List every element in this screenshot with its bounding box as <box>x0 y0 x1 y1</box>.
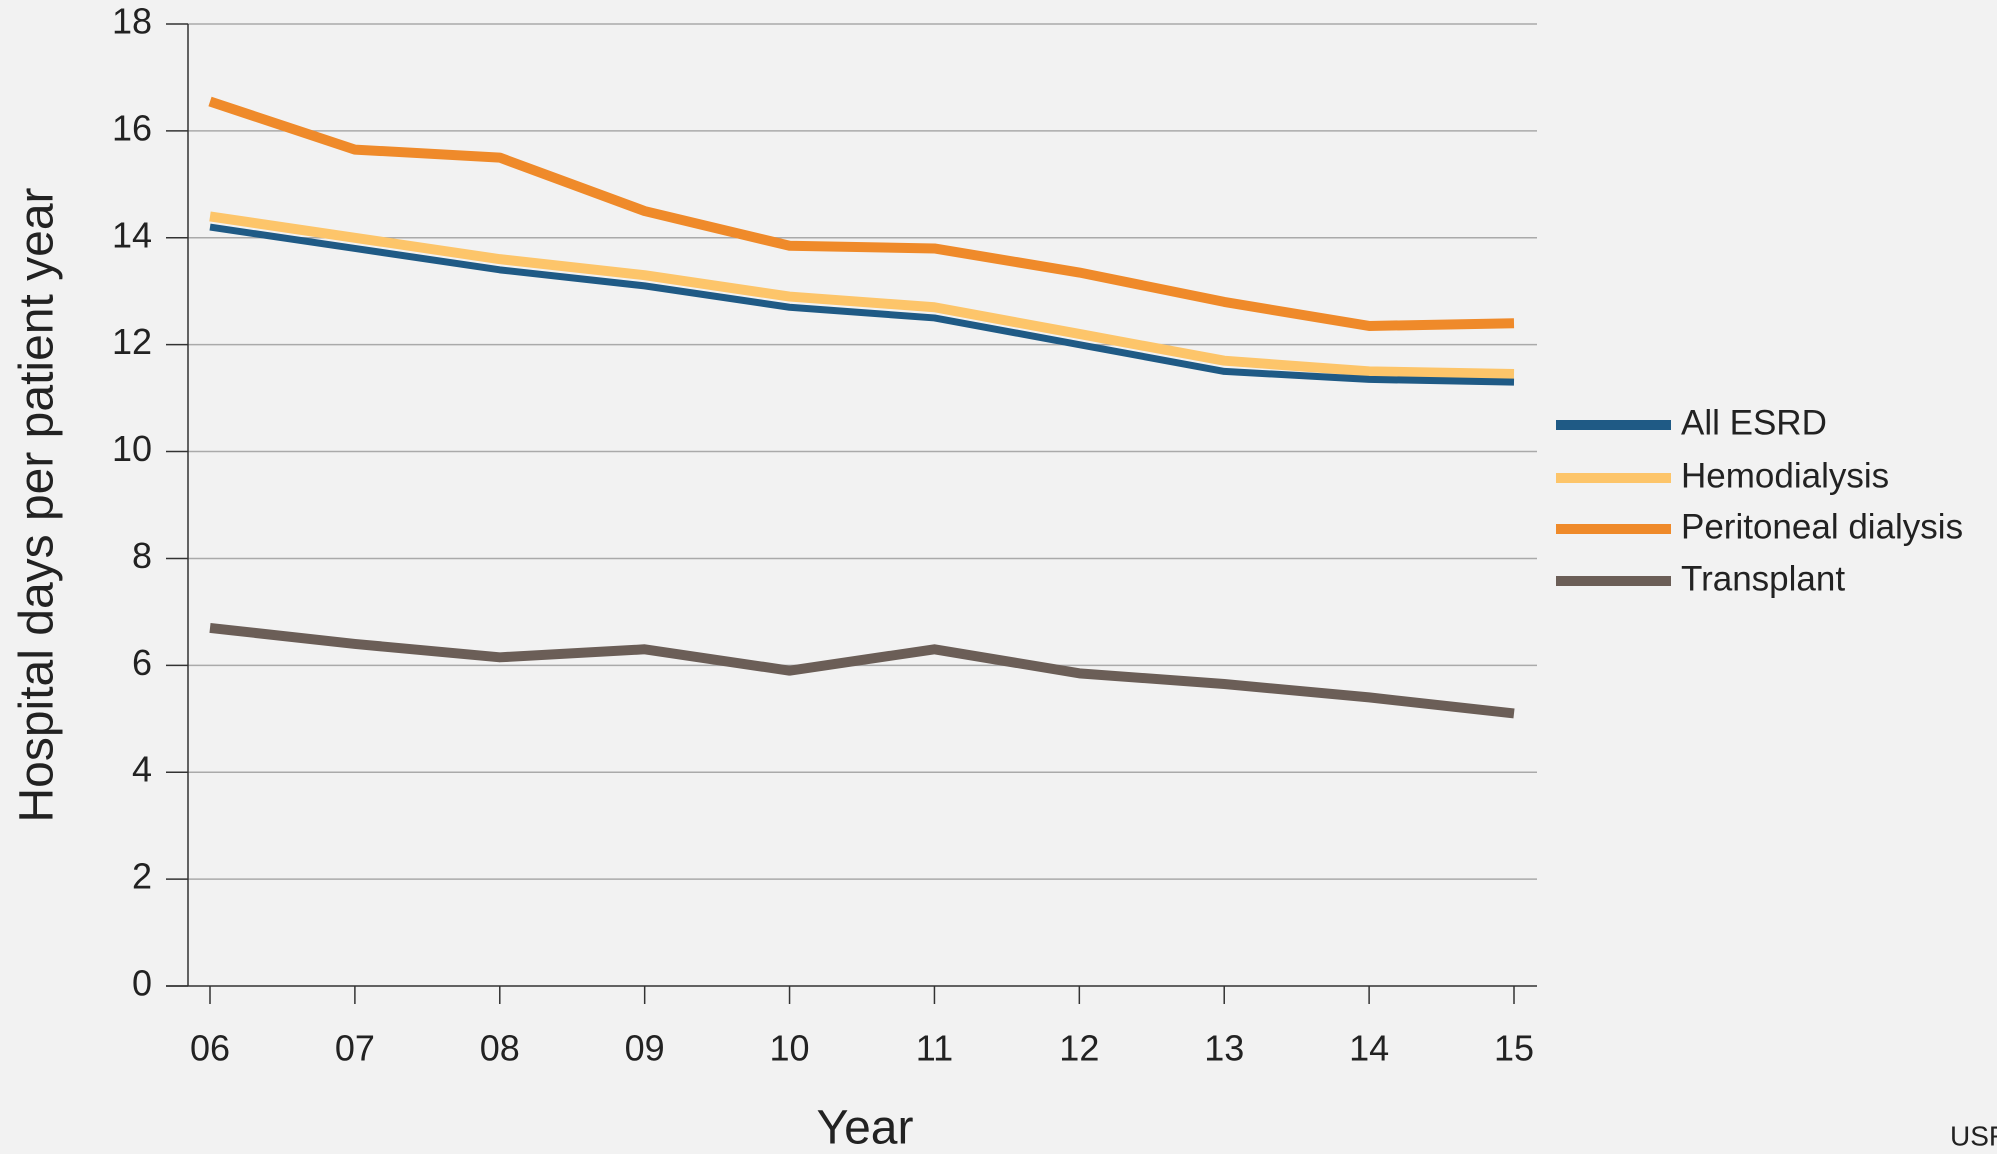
x-tick-label: 10 <box>770 1028 810 1069</box>
legend-label: Hemodialysis <box>1681 456 1889 495</box>
y-tick-label: 6 <box>132 642 152 683</box>
y-tick-label: 16 <box>112 107 152 148</box>
x-tick-label: 11 <box>916 1028 953 1069</box>
x-tick-label: 12 <box>1059 1028 1099 1069</box>
legend-label: Peritoneal dialysis <box>1681 507 1963 546</box>
y-tick-label: 0 <box>132 963 152 1004</box>
y-axis-label: Hospital days per patient year <box>11 187 64 822</box>
y-tick-label: 2 <box>132 856 152 897</box>
y-tick-label: 14 <box>112 214 152 255</box>
x-tick-label: 07 <box>335 1028 375 1069</box>
y-tick-label: 12 <box>112 321 152 362</box>
x-tick-label: 06 <box>190 1028 230 1069</box>
series-line <box>209 211 1515 380</box>
series-line <box>209 622 1515 719</box>
y-tick-label: 4 <box>132 749 152 790</box>
x-tick-label: 09 <box>625 1028 665 1069</box>
legend-label: Transplant <box>1681 559 1845 598</box>
x-tick-label: 15 <box>1494 1028 1534 1069</box>
x-tick-label: 13 <box>1204 1028 1244 1069</box>
source-note: USR <box>1950 1120 1997 1151</box>
y-tick-label: 18 <box>112 1 152 42</box>
x-tick-label: 14 <box>1349 1028 1389 1069</box>
legend-label: All ESRD <box>1681 403 1827 442</box>
y-tick-label: 8 <box>132 535 152 576</box>
x-tick-label: 08 <box>480 1028 520 1069</box>
y-tick-label: 10 <box>112 428 152 469</box>
series-line <box>209 223 1515 386</box>
series-line <box>208 96 1515 331</box>
x-axis-label: Year <box>817 1102 914 1154</box>
